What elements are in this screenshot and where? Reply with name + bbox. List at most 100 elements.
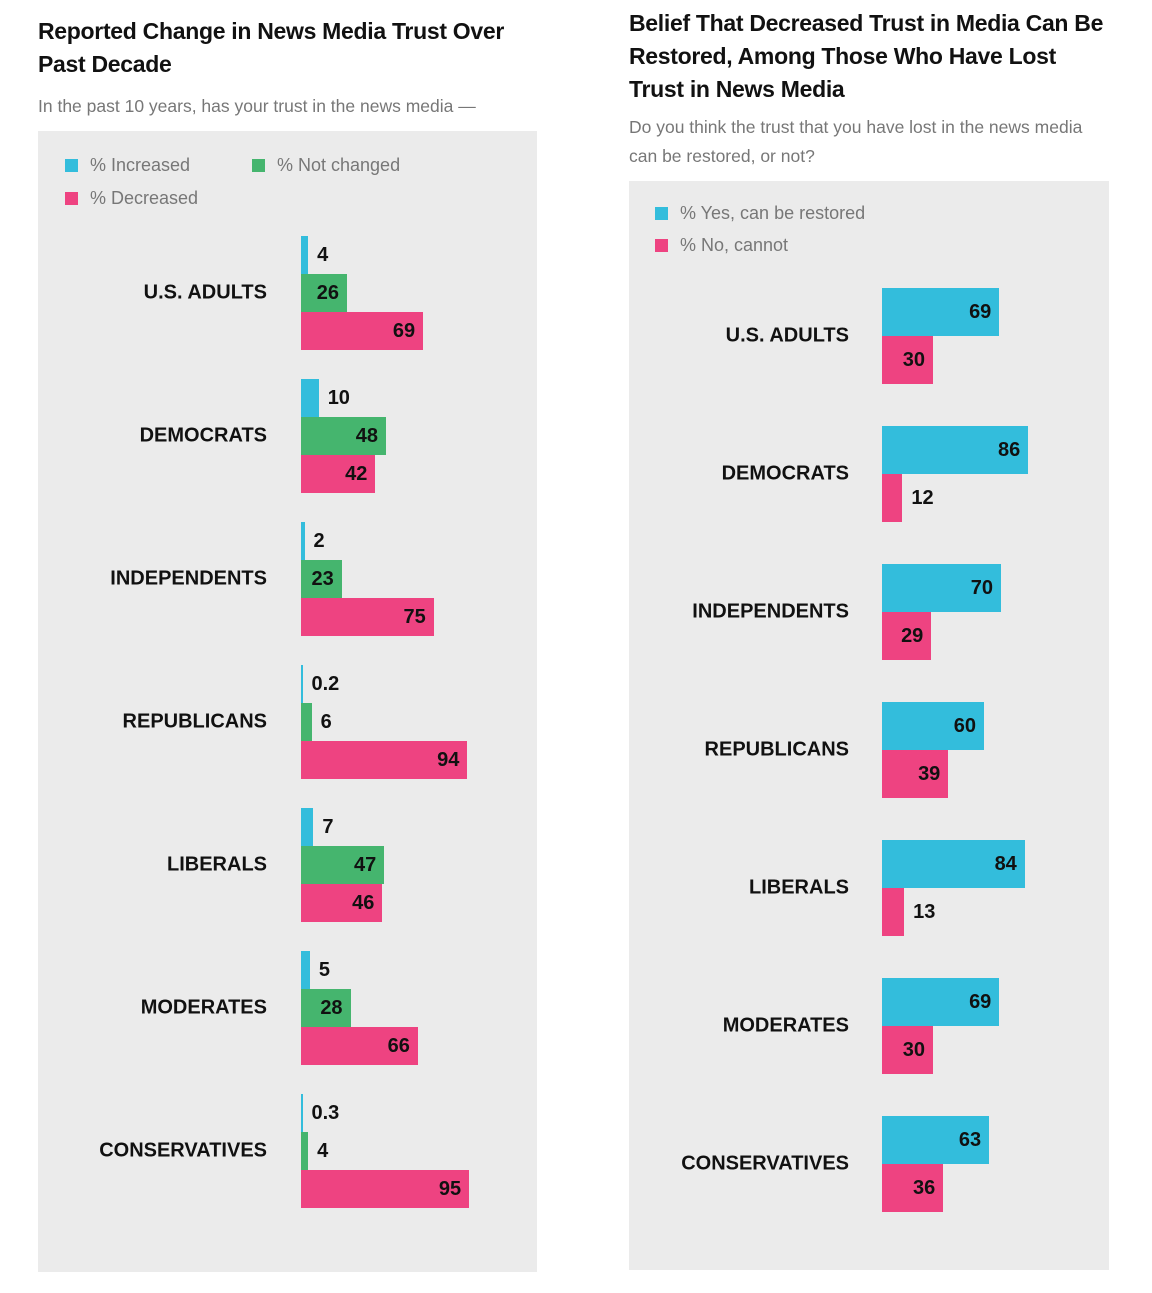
bar <box>301 236 309 274</box>
legend-label: % No, cannot <box>680 235 789 255</box>
right-chart-panel <box>629 181 1109 1270</box>
category-label: MODERATES <box>140 996 267 1019</box>
left-chart-title: Reported Change in News Media Trust Over… <box>38 18 504 77</box>
bar <box>301 560 342 598</box>
data-label: 46 <box>352 892 375 914</box>
bar <box>882 978 1000 1026</box>
data-label: 0.3 <box>311 1102 340 1124</box>
category-label: LIBERALS <box>167 853 267 876</box>
data-label: 26 <box>316 282 340 304</box>
right-chart-subtitle: Do you think the trust that you have los… <box>629 117 1083 166</box>
bar <box>301 379 319 417</box>
data-label: 10 <box>327 387 350 409</box>
bar <box>301 951 310 989</box>
category-label: REPUBLICANS <box>122 710 267 733</box>
bar <box>882 888 905 936</box>
legend-swatch <box>655 239 668 252</box>
bar <box>301 1170 470 1208</box>
bar <box>882 564 1001 612</box>
data-label: 47 <box>353 854 377 876</box>
data-label: 86 <box>997 439 1021 461</box>
legend-swatch <box>655 207 668 220</box>
bar <box>301 417 386 455</box>
bar <box>882 1164 944 1212</box>
bar <box>882 702 984 750</box>
bar <box>882 1116 990 1164</box>
data-label: 75 <box>403 606 426 628</box>
category-label: DEMOCRATS <box>139 424 267 447</box>
data-label: 6 <box>320 711 332 733</box>
data-label: 42 <box>345 463 368 485</box>
bar <box>882 1026 933 1074</box>
legend-item-0-0: % Increased <box>65 155 190 176</box>
data-label: 2 <box>313 530 325 552</box>
left-chart-subtitle: In the past 10 years, has your trust in … <box>38 96 476 116</box>
category-label: INDEPENDENTS <box>692 600 849 623</box>
right-chart-title: Belief That Decreased Trust in Media Can… <box>629 10 1104 102</box>
data-label: 12 <box>911 487 934 509</box>
category-label: U.S. ADULTS <box>725 324 849 347</box>
data-label: 69 <box>969 301 992 323</box>
category-label: LIBERALS <box>749 876 849 899</box>
left-chart-panel <box>38 131 537 1272</box>
data-label: 7 <box>322 816 334 838</box>
bar <box>301 808 314 846</box>
data-label: 39 <box>918 763 941 785</box>
bar <box>301 665 303 703</box>
legend-item-1-0: % Yes, can be restored <box>655 203 865 224</box>
data-label: 84 <box>994 853 1017 875</box>
data-label: 4 <box>317 1140 329 1162</box>
data-label: 69 <box>392 320 416 342</box>
bar <box>301 884 383 922</box>
data-label: 30 <box>902 349 925 371</box>
category-label: DEMOCRATS <box>721 462 849 485</box>
legend-item-0-2: % Decreased <box>65 188 198 209</box>
bar <box>882 474 903 522</box>
bar <box>882 750 949 798</box>
legend-swatch <box>252 159 265 172</box>
bar <box>882 288 1000 336</box>
bar <box>301 989 351 1027</box>
legend-item-1-1: % No, cannot <box>655 235 788 256</box>
data-label: 23 <box>311 568 334 590</box>
data-label: 94 <box>437 749 460 771</box>
data-label: 4 <box>317 244 329 266</box>
data-label: 5 <box>318 959 330 981</box>
data-label: 13 <box>913 901 936 923</box>
data-label: 36 <box>912 1177 936 1199</box>
bar <box>301 703 312 741</box>
bar <box>301 312 424 350</box>
bar <box>882 426 1029 474</box>
legend-label: % Decreased <box>90 188 199 208</box>
category-label: REPUBLICANS <box>704 738 849 761</box>
bar <box>301 455 376 493</box>
bar <box>301 741 468 779</box>
data-label: 29 <box>901 625 924 647</box>
bar <box>301 598 434 636</box>
legend-swatch <box>65 159 78 172</box>
legend-label: % Not changed <box>277 155 401 175</box>
legend-label: % Yes, can be restored <box>680 203 866 223</box>
data-label: 48 <box>355 425 378 447</box>
bar <box>301 1027 418 1065</box>
bar <box>882 840 1025 888</box>
category-label: CONSERVATIVES <box>99 1139 267 1162</box>
legend-label: % Increased <box>90 155 191 175</box>
bar <box>301 274 348 312</box>
bar <box>301 846 385 884</box>
bar <box>882 336 933 384</box>
category-label: MODERATES <box>722 1014 849 1037</box>
data-label: 69 <box>969 991 992 1013</box>
bar <box>301 1094 303 1132</box>
data-label: 70 <box>970 577 993 599</box>
data-label: 0.2 <box>311 673 340 695</box>
category-label: INDEPENDENTS <box>110 567 267 590</box>
bar <box>882 612 932 660</box>
category-label: U.S. ADULTS <box>143 281 267 304</box>
data-label: 28 <box>320 997 343 1019</box>
data-label: 63 <box>958 1129 982 1151</box>
data-label: 30 <box>902 1039 925 1061</box>
legend-item-0-1: % Not changed <box>252 155 400 176</box>
legend-swatch <box>65 192 78 205</box>
bar <box>301 1132 309 1170</box>
